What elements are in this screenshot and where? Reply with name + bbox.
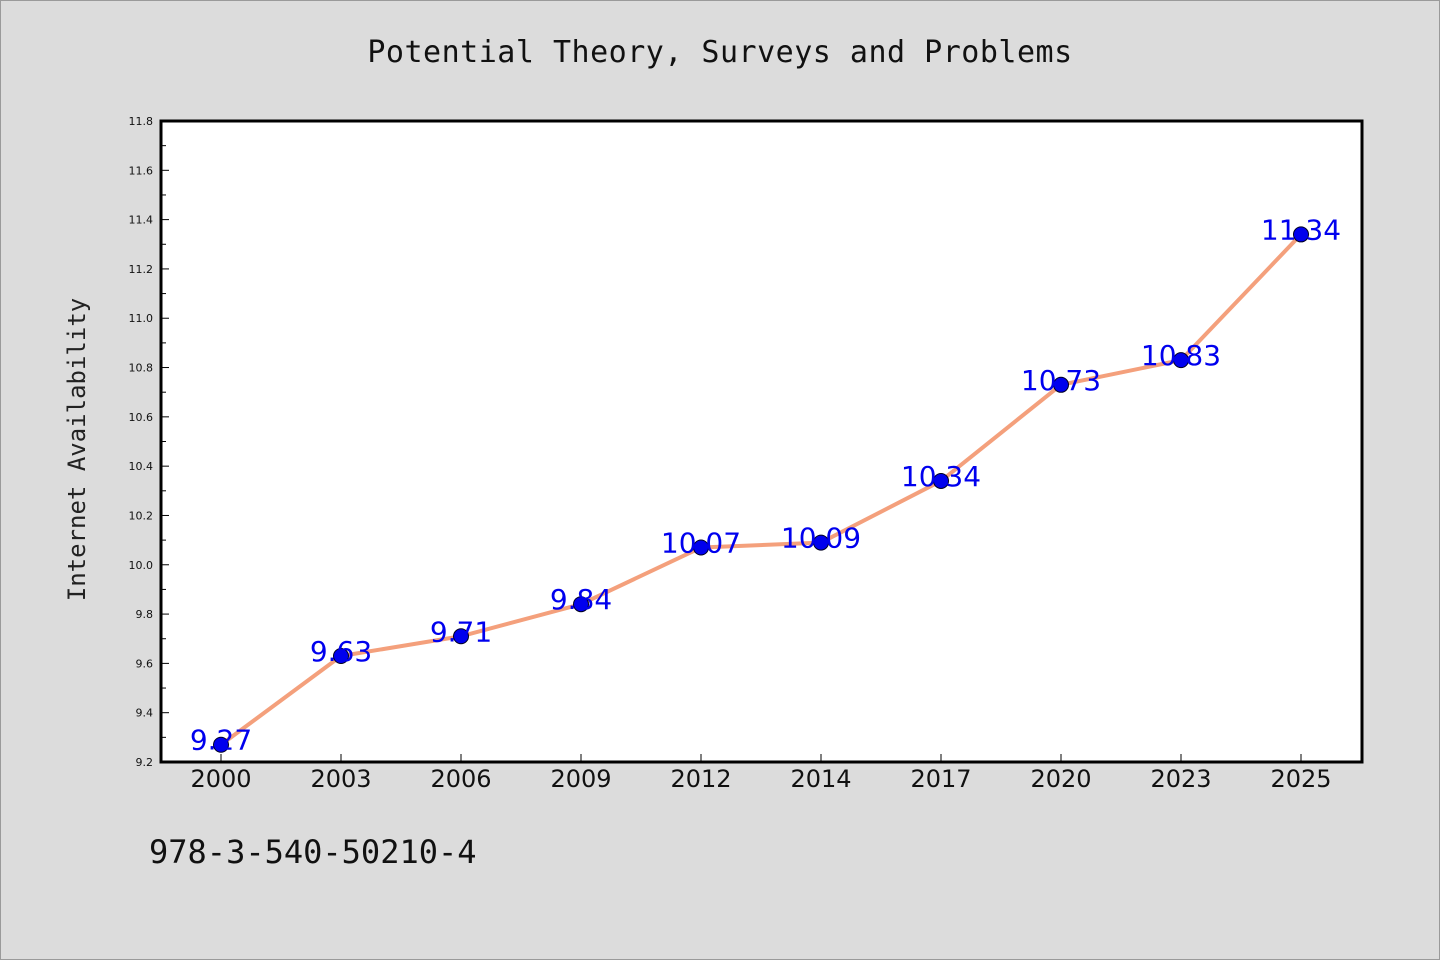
data-point [333, 647, 349, 664]
series-line [219, 232, 1303, 747]
x-tick-label: 2000 [190, 765, 251, 793]
footnote: 978-3-540-50210-4 [149, 833, 477, 871]
y-tick-label: 10.8 [129, 362, 154, 375]
data-label: 9.84 [550, 583, 612, 616]
x-tick-label: 2025 [1270, 765, 1331, 793]
y-tick-label: 11.6 [129, 164, 154, 177]
x-tick-label: 2017 [910, 765, 971, 793]
x-axis: 2000 2003 2006 2009 2012 2014 2017 2020 2023 2025 [190, 754, 1332, 793]
data-point [813, 534, 829, 551]
x-tick-label: 2014 [790, 765, 851, 793]
data-point [1293, 226, 1309, 243]
data-label: 10.73 [1021, 364, 1101, 397]
data-label: 10.07 [661, 527, 741, 560]
x-tick-label: 2003 [310, 765, 371, 793]
y-tick-label: 10.2 [129, 509, 154, 522]
y-tick-label: 9.4 [136, 707, 154, 720]
x-tick-label: 2020 [1030, 765, 1091, 793]
data-label: 9.63 [310, 635, 372, 668]
y-axis-label: Internet Availability [63, 298, 91, 601]
data-point [573, 596, 589, 613]
y-tick-label: 11.4 [129, 214, 154, 227]
data-label: 11.34 [1261, 213, 1341, 246]
chart-title: Potential Theory, Surveys and Problems [367, 35, 1073, 70]
x-tick-label: 2006 [430, 765, 491, 793]
x-tick-label: 2012 [670, 765, 731, 793]
data-labels: 9.27 9.63 9.71 9.84 10.07 10.09 10.34 10.73 10.8… [190, 213, 1341, 756]
y-tick-label: 11.2 [129, 263, 154, 276]
data-points [213, 226, 1309, 753]
data-label: 10.34 [901, 460, 981, 493]
data-point [1053, 376, 1069, 393]
data-label: 10.09 [781, 522, 861, 555]
data-point [213, 736, 229, 753]
y-tick-label: 11.0 [129, 312, 154, 325]
y-axis: 9.2 9.4 9.6 9.8 10.0 10.2 10.4 10.6 10.8 11.0 11.2… [129, 115, 169, 769]
data-label: 9.27 [190, 724, 252, 757]
x-tick-label: 2023 [1150, 765, 1211, 793]
y-tick-label: 9.2 [136, 756, 154, 769]
data-point [693, 539, 709, 556]
y-tick-label: 10.4 [129, 460, 154, 473]
data-label: 9.71 [430, 615, 492, 648]
y-tick-label: 11.8 [129, 115, 154, 128]
x-tick-label: 2009 [550, 765, 611, 793]
y-tick-label: 10.0 [129, 559, 154, 572]
y-tick-label: 9.6 [136, 657, 154, 670]
y-tick-label: 9.8 [136, 608, 154, 621]
series-line-group [219, 232, 1303, 747]
data-label: 10.83 [1141, 339, 1221, 372]
data-point [453, 628, 469, 645]
plot-area [159, 119, 1364, 764]
y-tick-label: 10.6 [129, 411, 154, 424]
data-point [933, 472, 949, 489]
data-point [1173, 352, 1189, 369]
